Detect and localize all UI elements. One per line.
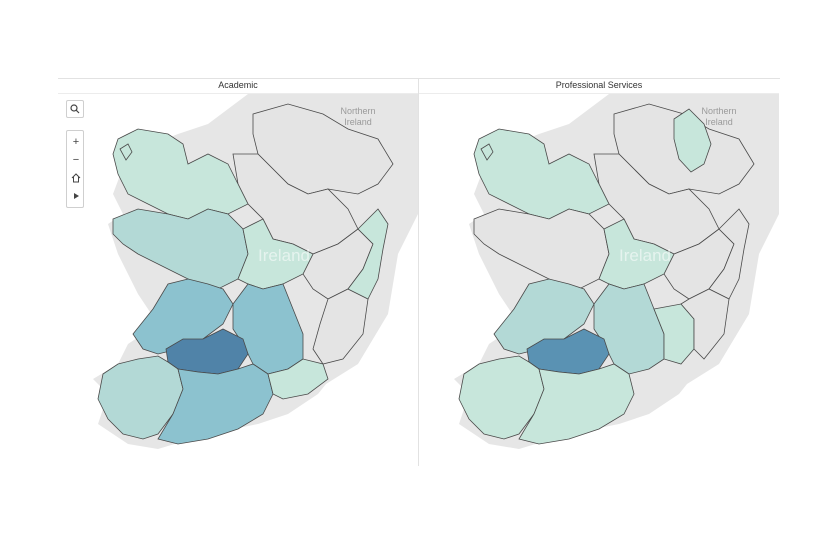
search-glyph bbox=[70, 104, 80, 114]
home-glyph bbox=[71, 173, 81, 183]
region-east-coast[interactable] bbox=[347, 208, 389, 300]
map-svg[interactable]: Northern Ireland Ireland bbox=[58, 94, 418, 466]
label-northern-line2: Ireland bbox=[705, 117, 733, 127]
search-icon[interactable] bbox=[66, 100, 84, 118]
map-academic[interactable]: Northern Ireland Ireland bbox=[58, 94, 418, 466]
panel-title: Professional Services bbox=[555, 80, 643, 90]
region-antrim[interactable] bbox=[673, 108, 712, 173]
dashboard: Academic bbox=[58, 78, 780, 466]
region-waterford[interactable] bbox=[267, 358, 329, 400]
map-svg[interactable]: Northern Ireland Ireland bbox=[419, 94, 779, 466]
region-north-island[interactable] bbox=[480, 143, 494, 161]
panel-title: Academic bbox=[218, 80, 258, 90]
label-northern-line1: Northern bbox=[340, 106, 375, 116]
panel-separator bbox=[418, 78, 419, 466]
label-ireland: Ireland bbox=[619, 246, 671, 265]
region-southeast-grey[interactable] bbox=[680, 288, 730, 360]
top-rule bbox=[58, 78, 780, 79]
panel-academic: Academic bbox=[58, 78, 418, 466]
label-northern-line1: Northern bbox=[701, 106, 736, 116]
map-professional-services[interactable]: Northern Ireland Ireland bbox=[419, 94, 779, 466]
plus-icon[interactable]: + bbox=[72, 136, 80, 148]
label-northern-line2: Ireland bbox=[344, 117, 372, 127]
minus-icon[interactable]: − bbox=[72, 154, 80, 166]
region-midlands[interactable] bbox=[237, 218, 314, 290]
region-cork[interactable] bbox=[157, 363, 274, 445]
label-ireland: Ireland bbox=[258, 246, 310, 265]
play-icon[interactable] bbox=[67, 187, 85, 205]
title-rule bbox=[58, 93, 418, 94]
title-rule bbox=[419, 93, 779, 94]
region-cork[interactable] bbox=[518, 363, 635, 445]
play-glyph bbox=[74, 193, 79, 199]
region-northwest[interactable] bbox=[112, 128, 249, 220]
region-northwest[interactable] bbox=[473, 128, 610, 220]
panel-professional-services: Professional Services bbox=[419, 78, 779, 466]
home-icon[interactable] bbox=[67, 169, 85, 187]
region-north-island[interactable] bbox=[119, 143, 133, 161]
region-midlands[interactable] bbox=[598, 218, 675, 290]
region-east-coast[interactable] bbox=[708, 208, 750, 300]
zoom-controls: + − bbox=[66, 130, 84, 208]
